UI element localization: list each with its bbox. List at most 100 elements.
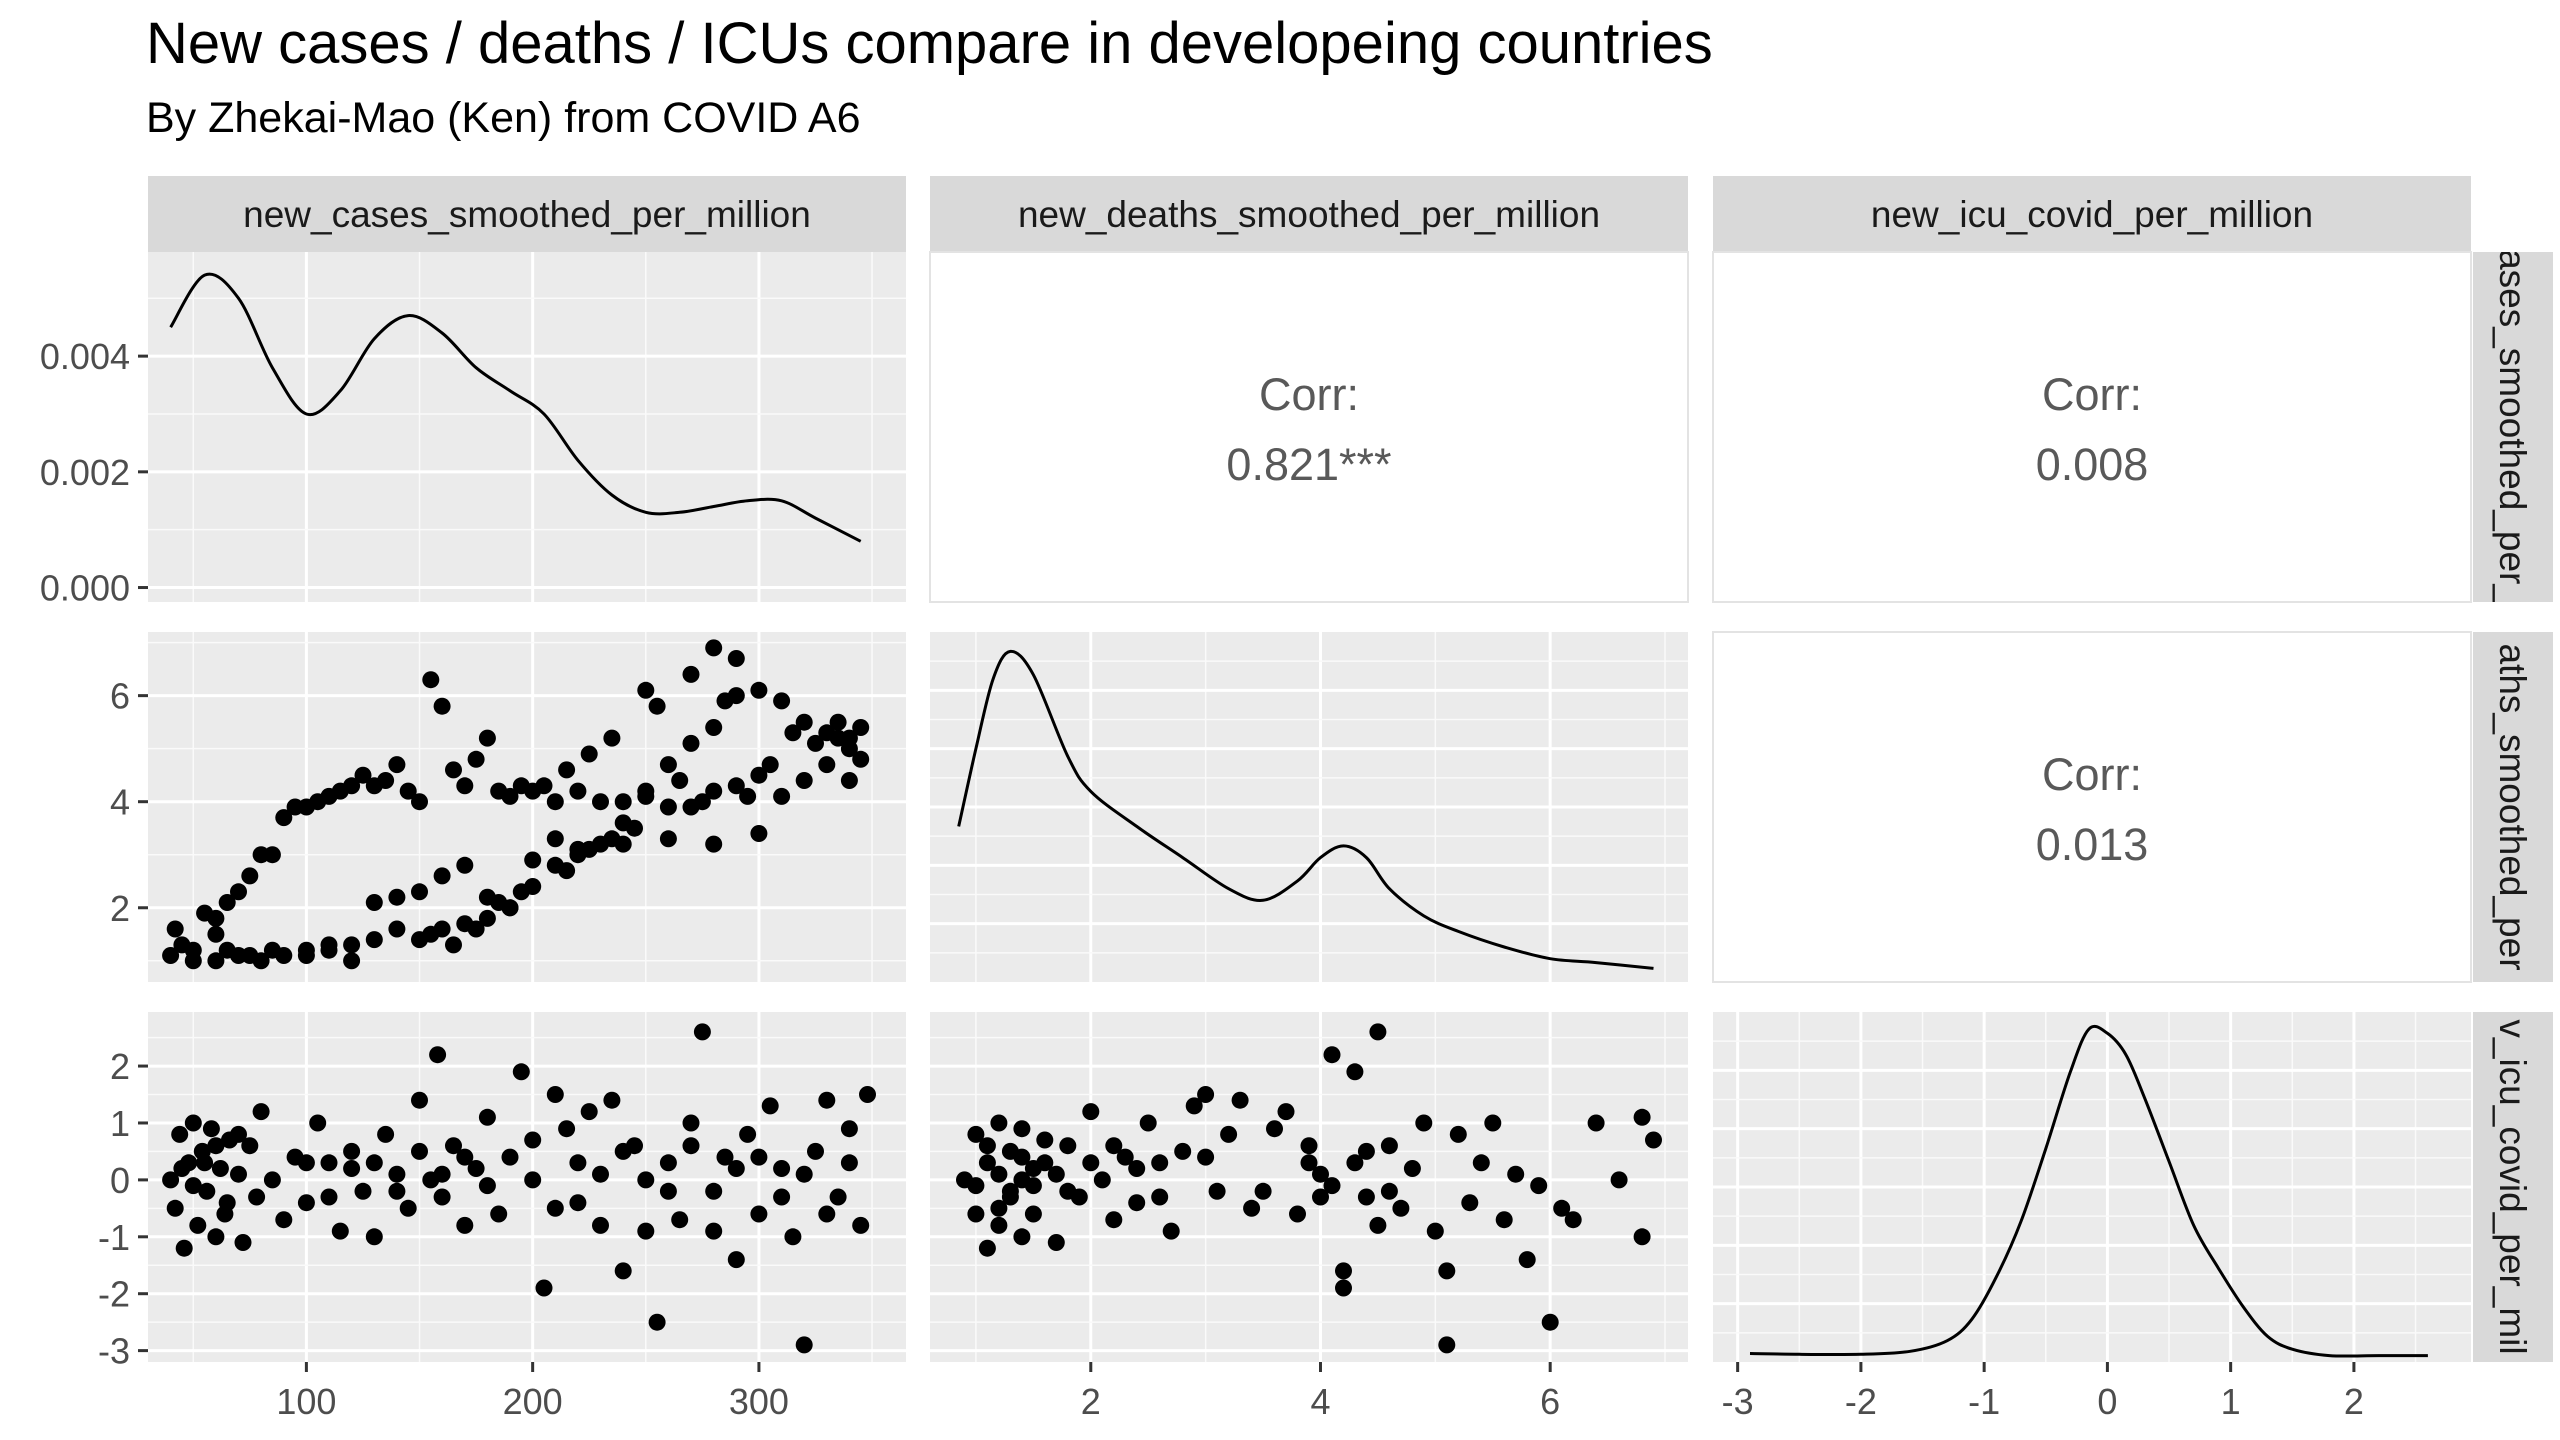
point-deaths-icu (1323, 1177, 1341, 1195)
point-deaths-icu (1633, 1228, 1651, 1246)
point-cases-deaths (512, 883, 530, 901)
point-deaths-icu (1231, 1091, 1249, 1109)
point-deaths-icu (1162, 1222, 1180, 1240)
point-deaths-icu (1220, 1125, 1238, 1143)
y-tick-label: 2 (110, 888, 130, 929)
point-cases-icu (659, 1182, 677, 1200)
point-cases-icu (399, 1199, 417, 1217)
point-deaths-icu (967, 1177, 985, 1195)
point-deaths-icu (1001, 1188, 1019, 1206)
x-tick-label: 200 (503, 1381, 563, 1422)
point-cases-icu (773, 1188, 791, 1206)
point-deaths-icu (990, 1216, 1008, 1234)
point-cases-icu (166, 1199, 184, 1217)
point-cases-icu (433, 1165, 451, 1183)
point-cases-icu (852, 1216, 870, 1234)
point-deaths-icu (990, 1165, 1008, 1183)
point-deaths-icu (1369, 1023, 1387, 1041)
point-cases-icu (263, 1171, 281, 1189)
point-deaths-icu (1449, 1125, 1467, 1143)
strip-right-1 (2473, 252, 2553, 602)
point-deaths-icu (1369, 1216, 1387, 1234)
point-cases-icu (388, 1182, 406, 1200)
point-deaths-icu (1243, 1199, 1261, 1217)
point-cases-icu (429, 1046, 447, 1064)
point-cases-icu (365, 1228, 383, 1246)
point-deaths-icu (1208, 1182, 1226, 1200)
x-tick-label: 2 (1081, 1381, 1101, 1422)
point-cases-deaths (761, 756, 779, 774)
point-cases-deaths (445, 761, 462, 779)
point-deaths-icu (1013, 1228, 1031, 1246)
point-deaths-icu (1197, 1148, 1215, 1166)
point-deaths-icu (1380, 1137, 1398, 1155)
y-tick-label: 0 (110, 1160, 130, 1201)
point-deaths-icu (1541, 1313, 1559, 1331)
point-cases-deaths (569, 782, 587, 800)
point-deaths-icu (1300, 1154, 1318, 1172)
point-cases-deaths (445, 936, 462, 954)
point-cases-icu (569, 1154, 587, 1172)
point-cases-icu (377, 1125, 395, 1143)
point-cases-deaths (829, 713, 847, 731)
point-cases-deaths (626, 819, 643, 837)
point-deaths-icu (1116, 1148, 1134, 1166)
point-deaths-icu (1082, 1103, 1100, 1121)
point-cases-icu (614, 1142, 632, 1160)
point-cases-deaths (411, 883, 428, 901)
strip-label-right-2: aths_smoothed_per (2492, 643, 2533, 970)
point-cases-deaths (580, 745, 598, 763)
point-deaths-icu (1346, 1154, 1364, 1172)
y-tick-label: 0.004 (40, 336, 130, 377)
strip-label-right-1: ases_smoothed_per_ (2492, 249, 2533, 605)
point-deaths-icu (1024, 1205, 1042, 1223)
point-cases-deaths (705, 782, 723, 800)
point-deaths-icu (1185, 1097, 1203, 1115)
point-cases-icu (184, 1114, 202, 1132)
point-cases-deaths (241, 947, 259, 964)
point-cases-icu (705, 1222, 723, 1240)
point-cases-icu (603, 1091, 621, 1109)
point-cases-icu (682, 1114, 700, 1132)
point-cases-icu (478, 1108, 496, 1126)
point-cases-deaths (659, 798, 677, 816)
point-deaths-icu (1105, 1137, 1123, 1155)
point-cases-deaths (727, 650, 745, 667)
point-cases-icu (252, 1103, 270, 1121)
point-deaths-icu (1105, 1211, 1123, 1229)
point-cases-deaths (705, 719, 723, 736)
point-cases-deaths (297, 947, 315, 964)
point-cases-deaths (388, 888, 406, 906)
y-tick-label: 6 (110, 676, 130, 717)
point-deaths-icu (1346, 1063, 1364, 1081)
point-deaths-icu (1323, 1046, 1341, 1064)
point-cases-deaths (422, 925, 440, 943)
point-deaths-icu (1587, 1114, 1605, 1132)
point-cases-deaths (603, 830, 621, 848)
point-cases-icu (162, 1171, 180, 1189)
panel-3-2 (930, 1012, 1688, 1362)
point-cases-icu (218, 1194, 236, 1212)
density-line-cases (169, 272, 862, 543)
x-tick-label: -2 (1845, 1381, 1877, 1422)
point-cases-icu (524, 1131, 542, 1149)
density-line-icu (1749, 1024, 2428, 1358)
point-cases-deaths (456, 856, 474, 874)
point-deaths-icu (1036, 1154, 1054, 1172)
point-cases-icu (467, 1160, 485, 1177)
point-cases-icu (705, 1182, 723, 1200)
point-cases-deaths (727, 777, 745, 795)
y-tick-label: 1 (110, 1103, 130, 1144)
point-cases-icu (648, 1313, 666, 1331)
point-cases-icu (716, 1148, 734, 1166)
y-tick-label: -1 (98, 1217, 130, 1258)
x-tick-label: -3 (1722, 1381, 1754, 1422)
y-tick-label: -2 (98, 1274, 130, 1315)
strip-label-top-1: new_cases_smoothed_per_million (243, 194, 811, 235)
point-deaths-icu (978, 1239, 996, 1257)
point-deaths-icu (1047, 1234, 1065, 1251)
point-cases-icu (230, 1125, 247, 1143)
point-cases-deaths (705, 835, 723, 853)
point-cases-icu (175, 1239, 193, 1257)
